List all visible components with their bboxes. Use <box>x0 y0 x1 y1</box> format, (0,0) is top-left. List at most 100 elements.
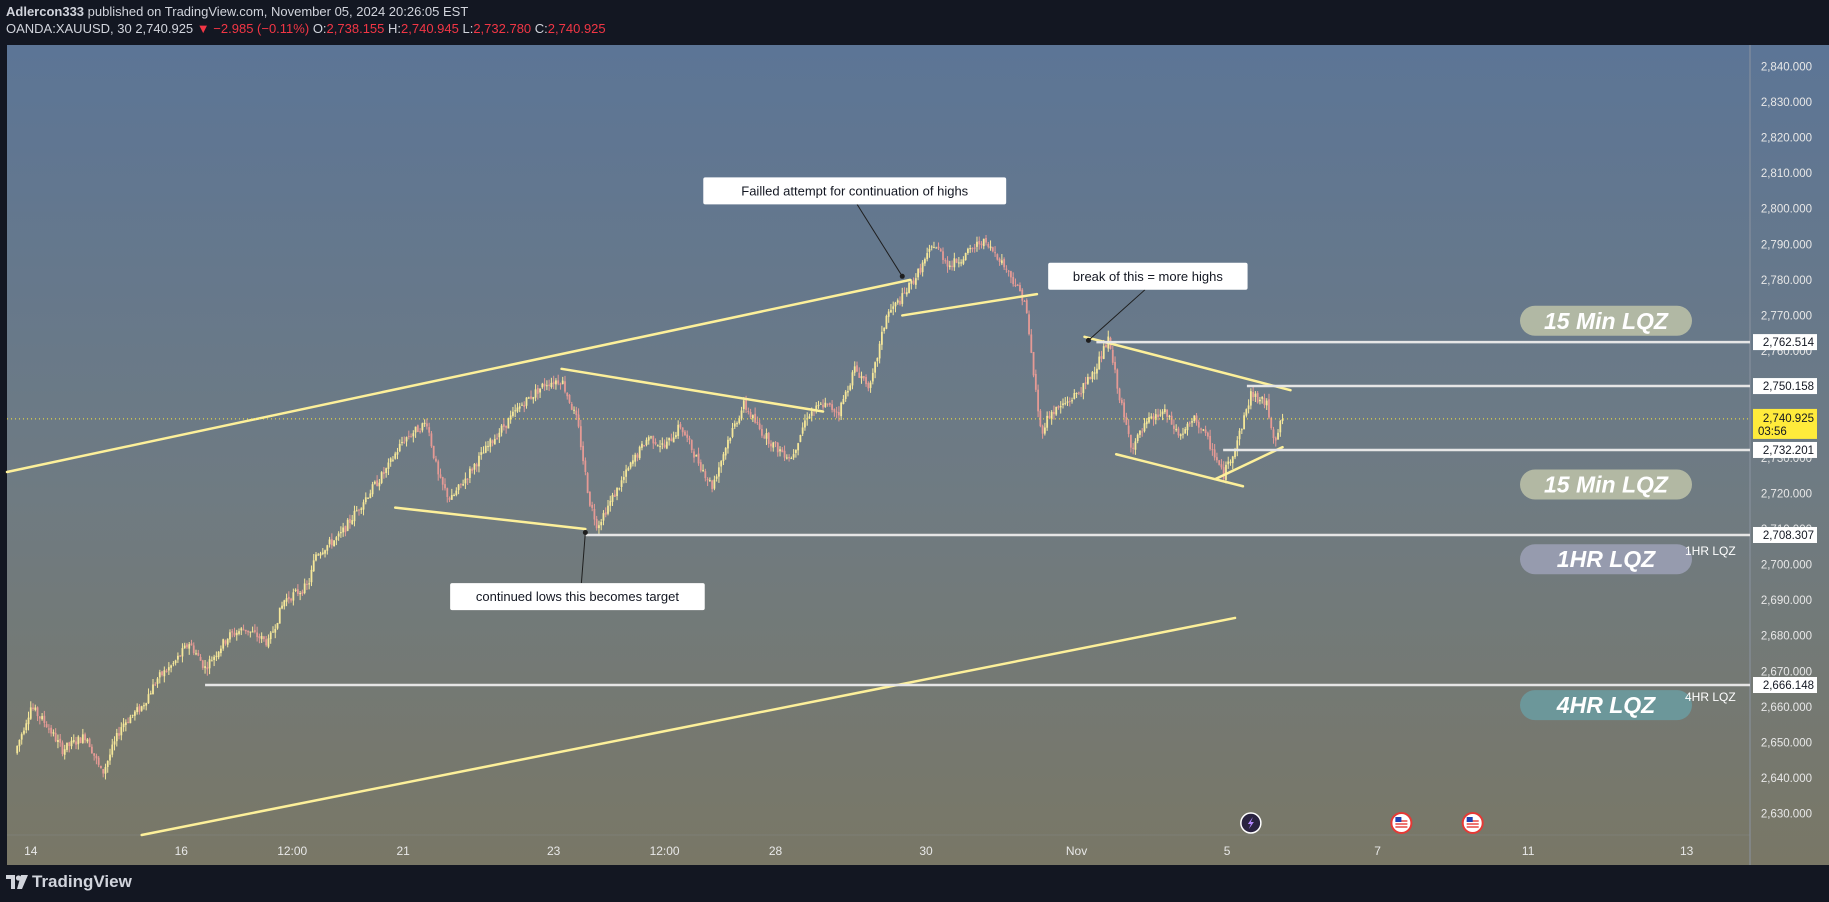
candle-body <box>951 265 953 267</box>
candle-body <box>38 716 41 719</box>
author-name[interactable]: Adlercon333 <box>6 4 85 19</box>
candle-body <box>170 665 173 668</box>
candle-body <box>1034 373 1037 390</box>
price-tick-label: 2,650.000 <box>1761 737 1812 749</box>
candle-body <box>675 435 677 438</box>
candle-body <box>880 331 883 345</box>
candle-body <box>656 445 659 447</box>
candle-body <box>16 745 19 754</box>
candle-body <box>591 504 594 508</box>
candle-body <box>1012 276 1015 285</box>
candle-body <box>353 510 356 522</box>
levels-layer <box>7 340 1750 687</box>
candle-body <box>416 425 419 432</box>
candle-body <box>226 638 229 645</box>
candle-body <box>480 452 483 455</box>
candle-body <box>953 258 956 268</box>
candle-body <box>824 402 827 407</box>
candle-body <box>575 410 578 416</box>
candle-body <box>100 766 102 769</box>
candle-body <box>1030 334 1033 353</box>
candle-body <box>579 426 582 448</box>
candle-body <box>450 495 453 500</box>
candle-body <box>647 437 650 441</box>
close-value: 2,740.925 <box>547 21 606 36</box>
candle-body <box>498 432 501 438</box>
time-tick-label: 30 <box>919 844 933 858</box>
candle-body <box>179 655 182 657</box>
candle-body <box>996 254 999 260</box>
candle-body <box>86 739 89 742</box>
candle-body <box>1163 409 1166 413</box>
time-tick-label: 13 <box>1680 844 1694 858</box>
candle-body <box>412 433 415 437</box>
candle-body <box>588 491 591 506</box>
candle-body <box>935 247 938 249</box>
candle-body <box>136 707 139 713</box>
candle-body <box>994 252 996 254</box>
candle-body <box>1209 435 1212 450</box>
candle-body <box>761 428 763 436</box>
symbol-name[interactable]: OANDA:XAUUSD, 30 <box>6 21 132 36</box>
candle-body <box>1125 416 1128 425</box>
callout-pointer <box>1088 289 1146 341</box>
tradingview-logo[interactable]: TradingView <box>6 872 132 892</box>
price-axis[interactable]: 2,630.000 2,640.000 2,650.000 2,660.000 2,67… <box>1753 61 1817 821</box>
candle-body <box>235 632 238 636</box>
candle-body <box>154 684 157 686</box>
candle-body <box>1272 429 1275 438</box>
candle-body <box>1170 415 1173 425</box>
trendline <box>140 616 1237 837</box>
candle-body <box>704 471 707 479</box>
candle-body <box>521 404 523 406</box>
candle-body <box>536 388 539 394</box>
candle-body <box>145 703 148 706</box>
time-axis[interactable]: 14 16 12:00 21 23 12:00 28 30 Nov 5 7 11 13 <box>24 844 1694 858</box>
candle-body <box>711 480 714 490</box>
candle-body <box>206 667 209 670</box>
candle-body <box>1064 403 1067 405</box>
price-tick-label: 2,780.000 <box>1761 275 1812 287</box>
candle-body <box>1200 428 1202 430</box>
down-arrow-icon: ▼ <box>196 21 210 36</box>
candle-body <box>167 667 170 671</box>
candle-body <box>715 476 718 479</box>
candle-body <box>281 605 283 609</box>
candle-body <box>1023 300 1026 302</box>
zone-label-pill <box>1520 305 1692 336</box>
candle-body <box>1222 467 1225 479</box>
candle-body <box>242 629 245 631</box>
candle-body <box>946 260 949 267</box>
callout-pointer <box>856 204 903 277</box>
candle-body <box>79 737 82 744</box>
candle-body <box>63 749 66 755</box>
time-tick-label: 16 <box>175 844 189 858</box>
candle-body <box>740 410 743 419</box>
candle-body <box>1218 460 1221 465</box>
candle-body <box>987 243 990 247</box>
candle-body <box>1197 421 1200 428</box>
candle-body <box>758 423 761 430</box>
candle-body <box>118 733 120 736</box>
candle-body <box>258 636 261 639</box>
lightning-bolt-icon <box>1247 817 1254 829</box>
candle-body <box>602 513 605 521</box>
candle-body <box>208 659 211 669</box>
candle-body <box>249 631 252 633</box>
candle-body <box>883 327 886 332</box>
candle-body <box>1154 414 1157 420</box>
time-tick-label: 12:00 <box>650 844 680 858</box>
candle-body <box>267 638 270 647</box>
candle-body <box>545 385 548 387</box>
candle-body <box>233 632 236 636</box>
candle-body <box>500 425 503 433</box>
candle-body <box>577 414 580 427</box>
candle-body <box>765 433 768 439</box>
candle-body <box>111 744 114 755</box>
candle-body <box>66 742 68 750</box>
candle-body <box>385 468 388 474</box>
level-price-tag <box>1753 378 1817 395</box>
time-tick-label: 14 <box>24 844 38 858</box>
candle-body <box>706 478 709 481</box>
